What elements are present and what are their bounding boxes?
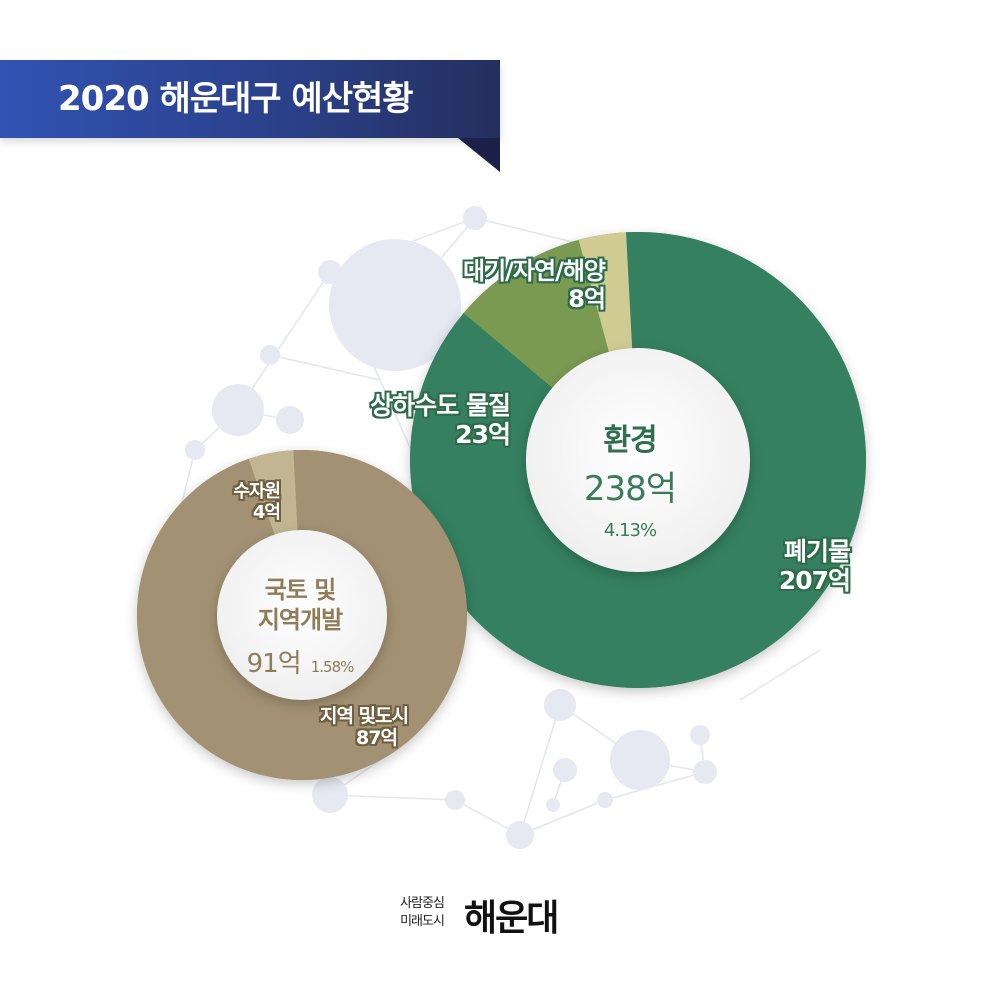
environment-center-label: 환경 238억 4.13% [530, 415, 730, 541]
slice-label-water-resources: 수자원 4억 [200, 481, 281, 523]
slice-label-value: 23억 [455, 419, 511, 449]
slice-label-name: 상하수도 물질 [370, 391, 511, 420]
slice-label-name: 대기/자연/해양 [462, 257, 606, 285]
slice-label-water-sewage: 상하수도 물질 23억 [310, 391, 511, 450]
land-center-percent: 1.58% [310, 658, 355, 676]
slice-label-value: 4억 [252, 501, 281, 523]
slice-label-value: 87억 [356, 726, 398, 749]
title-banner-fold [458, 138, 500, 172]
slice-label-waste: 폐기물 207억 [740, 537, 851, 596]
environment-center-amount: 238억 [583, 469, 677, 509]
land-development-donut-chart [136, 450, 467, 780]
environment-center-title: 환경 [603, 423, 657, 458]
logo-slogan-line1: 사람중심 [400, 896, 445, 911]
slice-label-name: 수자원 [233, 481, 281, 502]
slice-label-name: 폐기물 [783, 537, 851, 566]
logo-slogan-line2: 미래도시 [400, 914, 445, 929]
slice-label-air-nature-ocean: 대기/자연/해양 8억 [400, 257, 606, 313]
environment-donut-chart [410, 232, 867, 688]
environment-center-percent: 4.13% [603, 520, 657, 541]
haeundae-logo: 사람중심 미래도시 해운대 [386, 893, 616, 943]
slice-label-value: 8억 [568, 284, 606, 313]
land-center-amount: 91억 [246, 649, 302, 679]
logo-slogan: 사람중심 미래도시 [386, 895, 458, 931]
slice-label-region-city: 지역 및도시 87억 [320, 705, 450, 750]
slice-label-name: 지역 및도시 [320, 705, 409, 727]
land-center-title-line2: 지역개발 [257, 606, 343, 634]
logo-wordmark: 해운대 [464, 897, 559, 939]
page-title: 2020 해운대구 예산현황 [58, 79, 414, 119]
land-center-title-line1: 국토 및 [264, 576, 337, 604]
land-center-amount-row: 91억 1.58% [215, 643, 385, 680]
slice-label-value: 207억 [778, 565, 851, 595]
title-banner [0, 60, 500, 138]
land-center-label: 국토 및 지역개발 91억 1.58% [215, 575, 385, 680]
donut-land-center-hole [217, 530, 387, 700]
donut-env-center-hole [526, 348, 750, 572]
